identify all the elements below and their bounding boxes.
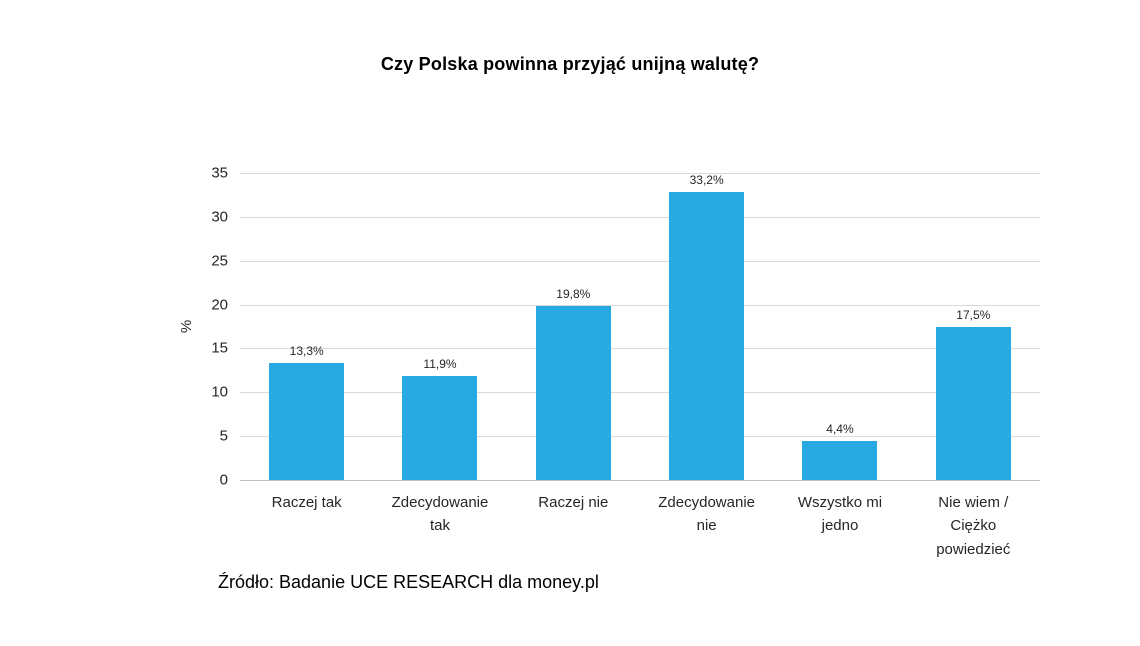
x-label-cell: Zdecydowanie nie bbox=[640, 491, 773, 561]
bar-column: 17,5% bbox=[907, 173, 1040, 480]
y-tick-label: 25 bbox=[211, 252, 228, 270]
bar-column: 13,3% bbox=[240, 173, 373, 480]
x-axis-labels: Raczej tak Zdecydowanie tak Raczej nie Zdec… bbox=[240, 491, 1040, 561]
bar-value-label: 4,4% bbox=[826, 422, 854, 437]
x-tick-label: Raczej tak bbox=[271, 494, 342, 511]
bar bbox=[269, 363, 345, 480]
chart-title: Czy Polska powinna przyjąć unijną walutę… bbox=[380, 54, 760, 74]
x-label-cell: Wszystko mi jedno bbox=[773, 491, 906, 561]
bar-value-label: 11,9% bbox=[423, 356, 457, 371]
y-tick-label: 30 bbox=[211, 208, 228, 226]
gridline bbox=[240, 260, 1040, 262]
bar bbox=[935, 326, 1011, 480]
x-tick-label: Zdecydowanie nie bbox=[658, 494, 755, 535]
x-label-cell: Raczej tak bbox=[240, 491, 373, 561]
x-tick-label: Wszystko mi jedno bbox=[797, 494, 883, 535]
bar-column: 33,2% bbox=[640, 173, 773, 480]
gridline bbox=[240, 392, 1040, 394]
x-label-cell: Nie wiem / Ciężko powiedzieć bbox=[907, 491, 1040, 561]
bar bbox=[402, 375, 478, 480]
bar bbox=[535, 306, 611, 480]
gridline bbox=[240, 216, 1040, 218]
y-tick-label: 0 bbox=[219, 471, 228, 489]
y-tick-label: 10 bbox=[211, 383, 228, 401]
bars-group: 13,3% 11,9% 19,8% 33,2% 4,4% 17,5% bbox=[240, 173, 1040, 480]
y-tick-label: 15 bbox=[211, 339, 228, 357]
bar-value-label: 17,5% bbox=[956, 307, 991, 322]
gridline bbox=[240, 436, 1040, 438]
bar-value-label: 13,3% bbox=[289, 344, 324, 359]
y-axis-label: % bbox=[178, 319, 196, 334]
bar-column: 19,8% bbox=[507, 173, 640, 480]
bar bbox=[802, 441, 878, 480]
y-tick-label: 20 bbox=[211, 296, 228, 314]
plot-area: 0 5 10 15 20 25 30 35 13,3% 11,9% 19,8% 33,2% 4,4% 17… bbox=[211, 166, 1040, 488]
gridline bbox=[240, 304, 1040, 306]
y-tick-label: 5 bbox=[219, 427, 228, 445]
x-tick-label: Zdecydowanie tak bbox=[391, 494, 489, 535]
x-label-cell: Zdecydowanie tak bbox=[373, 491, 506, 561]
x-axis-line bbox=[240, 480, 1040, 481]
bar-column: 11,9% bbox=[373, 173, 506, 480]
x-tick-label: Raczej nie bbox=[538, 494, 609, 511]
source-caption: Źródło: Badanie UCE RESEARCH dla money.p… bbox=[218, 572, 599, 592]
x-tick-label: Nie wiem / Ciężko powiedzieć bbox=[936, 494, 1011, 558]
gridline bbox=[240, 348, 1040, 350]
x-label-cell: Raczej nie bbox=[507, 491, 640, 561]
gridline bbox=[240, 173, 1040, 174]
bar-value-label: 33,2% bbox=[689, 173, 724, 187]
bar bbox=[669, 192, 745, 480]
bar-column: 4,4% bbox=[773, 173, 906, 480]
y-tick-label: 35 bbox=[211, 164, 228, 182]
bar-value-label: 19,8% bbox=[556, 287, 591, 302]
